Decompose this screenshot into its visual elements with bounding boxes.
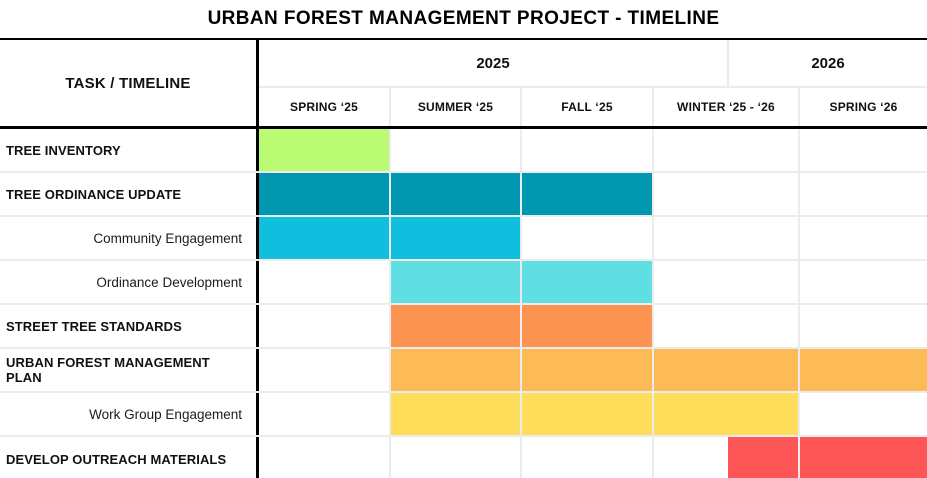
timeline-cell bbox=[259, 305, 389, 347]
task-bar-segment bbox=[259, 129, 389, 171]
task-bar-segment bbox=[389, 261, 520, 303]
task-row: URBAN FOREST MANAGEMENT PLAN bbox=[0, 349, 927, 393]
task-row: DEVELOP OUTREACH MATERIALS bbox=[0, 437, 927, 478]
task-label: TREE ORDINANCE UPDATE bbox=[0, 173, 259, 215]
task-bar-segment bbox=[798, 437, 927, 478]
task-bar-segment bbox=[259, 173, 389, 215]
timeline-cell bbox=[259, 349, 389, 391]
task-column-header: TASK / TIMELINE bbox=[0, 40, 259, 126]
task-rows: TREE INVENTORY TREE ORDINANCE UPDATE Commu… bbox=[0, 129, 927, 478]
timeline-cell bbox=[389, 437, 520, 478]
task-bar-segment bbox=[389, 173, 520, 215]
task-bar-segment bbox=[259, 217, 389, 259]
season-header-cell: FALL ‘25 bbox=[520, 88, 652, 126]
task-label: URBAN FOREST MANAGEMENT PLAN bbox=[0, 349, 259, 391]
task-bar-segment bbox=[389, 349, 520, 391]
timeline-cell bbox=[798, 217, 927, 259]
task-bar-segment bbox=[520, 173, 652, 215]
task-label: Community Engagement bbox=[0, 217, 259, 259]
season-header-row: SPRING ‘25 SUMMER ‘25 FALL ‘25 WINTER ‘25 -… bbox=[259, 88, 927, 126]
task-bar-segment bbox=[389, 393, 520, 435]
task-bar-segment bbox=[520, 261, 652, 303]
task-bar-segment bbox=[520, 305, 652, 347]
timeline-table: TASK / TIMELINE 2025 2026 SPRING ‘25 SUMME… bbox=[0, 38, 927, 478]
title-band: URBAN FOREST MANAGEMENT PROJECT - TIMELI… bbox=[0, 0, 927, 38]
timeline-cell bbox=[798, 173, 927, 215]
timeline-cell bbox=[652, 261, 798, 303]
task-row: TREE ORDINANCE UPDATE bbox=[0, 173, 927, 217]
timeline-cell bbox=[259, 393, 389, 435]
season-header-cell: SPRING ‘25 bbox=[289, 100, 359, 114]
year-header-cell: 2026 bbox=[727, 40, 927, 88]
task-row: STREET TREE STANDARDS bbox=[0, 305, 927, 349]
task-bar-segment bbox=[520, 393, 652, 435]
task-row: Ordinance Development bbox=[0, 261, 927, 305]
table-header: TASK / TIMELINE 2025 2026 SPRING ‘25 SUMME… bbox=[0, 40, 927, 126]
task-bar-segment bbox=[798, 349, 927, 391]
timeline-cell bbox=[652, 305, 798, 347]
task-label: DEVELOP OUTREACH MATERIALS bbox=[0, 437, 259, 478]
task-bar-segment bbox=[520, 349, 652, 391]
header-right: 2025 2026 SPRING ‘25 SUMMER ‘25 FALL ‘25 WIN… bbox=[259, 40, 927, 126]
season-header-cell: WINTER ‘25 - ‘26 bbox=[652, 88, 798, 126]
year-header-row: 2025 2026 bbox=[259, 40, 927, 88]
timeline-cell bbox=[652, 129, 798, 171]
task-bar-segment bbox=[652, 349, 798, 391]
timeline-cell bbox=[520, 129, 652, 171]
page-title: URBAN FOREST MANAGEMENT PROJECT - TIMELI… bbox=[207, 8, 720, 29]
task-row: TREE INVENTORY bbox=[0, 129, 927, 173]
timeline-cell bbox=[520, 437, 652, 478]
task-row: Work Group Engagement bbox=[0, 393, 927, 437]
task-bar-segment bbox=[389, 305, 520, 347]
timeline-cell bbox=[389, 129, 520, 171]
task-label: Ordinance Development bbox=[0, 261, 259, 303]
timeline-cell bbox=[520, 217, 652, 259]
task-bar-segment bbox=[652, 437, 798, 478]
timeline-cell bbox=[798, 129, 927, 171]
timeline-cell bbox=[259, 261, 389, 303]
timeline-cell bbox=[259, 437, 389, 478]
timeline-cell bbox=[652, 173, 798, 215]
timeline-cell bbox=[798, 393, 927, 435]
task-label: Work Group Engagement bbox=[0, 393, 259, 435]
task-label: TREE INVENTORY bbox=[0, 129, 259, 171]
header-divider-line bbox=[0, 126, 927, 129]
task-row: Community Engagement bbox=[0, 217, 927, 261]
season-header-cell: SUMMER ‘25 bbox=[389, 88, 520, 126]
task-bar-segment bbox=[652, 393, 798, 435]
task-label: STREET TREE STANDARDS bbox=[0, 305, 259, 347]
year-header-cell: 2025 bbox=[259, 40, 727, 88]
timeline-cell bbox=[798, 305, 927, 347]
season-header-cell: SPRING ‘26 bbox=[798, 88, 927, 126]
task-bar-segment bbox=[389, 217, 520, 259]
timeline-cell bbox=[652, 217, 798, 259]
timeline-cell bbox=[798, 261, 927, 303]
